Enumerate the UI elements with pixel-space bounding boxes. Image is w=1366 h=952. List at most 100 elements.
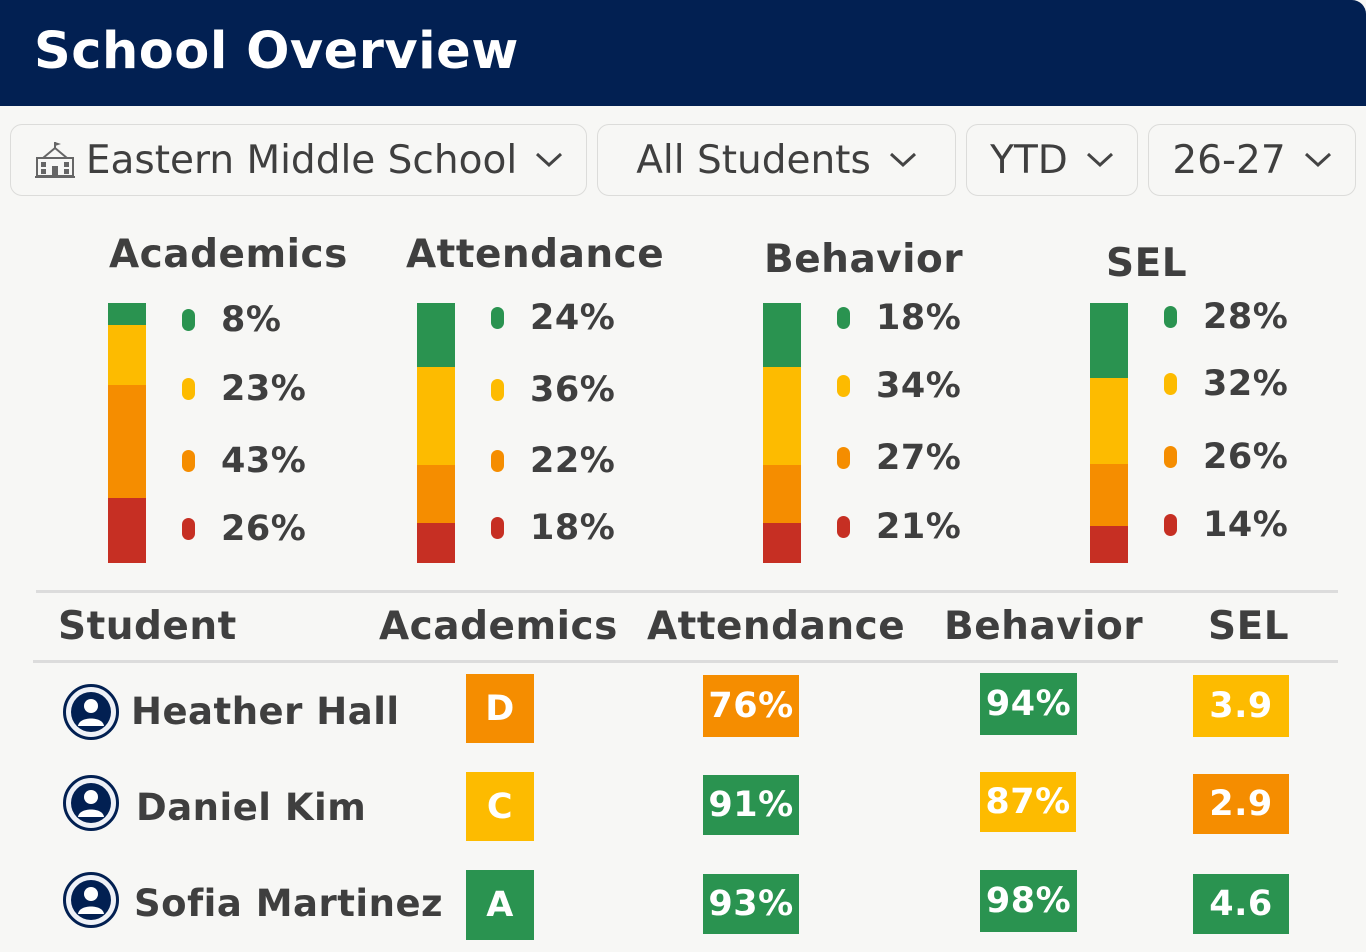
- legend-value: 43%: [221, 441, 307, 481]
- legend-item: 21%: [837, 507, 961, 547]
- avatar-icon: [63, 775, 119, 831]
- column-header-attendance[interactable]: Attendance: [647, 604, 906, 649]
- bar-segment-yellow: [1090, 378, 1128, 464]
- red-dot-icon: [182, 518, 195, 540]
- red-dot-icon: [491, 517, 504, 539]
- legend-item: 24%: [491, 298, 615, 338]
- legend-value: 18%: [876, 298, 962, 338]
- legend-value: 32%: [1203, 364, 1289, 404]
- bar-segment-orange: [417, 465, 455, 523]
- bar-segment-orange: [763, 465, 801, 523]
- legend-item: 14%: [1164, 505, 1288, 545]
- yellow-dot-icon: [182, 378, 195, 400]
- legend-item: 28%: [1164, 297, 1288, 337]
- academics-grade-badge: D: [466, 674, 534, 743]
- chevron-down-icon: [535, 152, 563, 168]
- legend-value: 27%: [876, 438, 962, 478]
- yellow-dot-icon: [1164, 373, 1177, 395]
- period-label: YTD: [990, 137, 1068, 183]
- bar-segment-green: [1090, 303, 1128, 378]
- yellow-dot-icon: [837, 375, 850, 397]
- chevron-down-icon: [1086, 152, 1114, 168]
- metric-title-sel: SEL: [1106, 241, 1188, 286]
- metric-title-academics: Academics: [109, 232, 348, 277]
- legend-value: 14%: [1203, 505, 1289, 545]
- attendance-distribution-bar: [417, 303, 455, 563]
- green-dot-icon: [182, 309, 195, 331]
- legend-value: 8%: [221, 300, 282, 340]
- legend-value: 34%: [876, 366, 962, 406]
- red-dot-icon: [1164, 514, 1177, 536]
- student-group-label: All Students: [636, 137, 871, 183]
- school-select[interactable]: Eastern Middle School: [10, 124, 587, 196]
- sel-distribution-bar: [1090, 303, 1128, 563]
- column-header-student[interactable]: Student: [58, 604, 237, 649]
- student-group-select[interactable]: All Students: [597, 124, 956, 196]
- bar-segment-orange: [1090, 464, 1128, 526]
- attendance-rate-badge: 91%: [703, 775, 799, 835]
- school-year-select[interactable]: 26-27: [1148, 124, 1356, 196]
- green-dot-icon: [1164, 306, 1177, 328]
- orange-dot-icon: [182, 450, 195, 472]
- legend-value: 18%: [530, 508, 616, 548]
- legend-item: 32%: [1164, 364, 1288, 404]
- period-select[interactable]: YTD: [966, 124, 1138, 196]
- column-header-academics[interactable]: Academics: [379, 604, 618, 649]
- bar-segment-green: [763, 303, 801, 367]
- section-divider: [36, 590, 1338, 593]
- sel-score-badge: 4.6: [1193, 874, 1289, 934]
- orange-dot-icon: [1164, 446, 1177, 468]
- chevron-down-icon: [1304, 152, 1332, 168]
- metric-title-behavior: Behavior: [764, 237, 964, 282]
- metric-title-attendance: Attendance: [406, 232, 665, 277]
- avatar-icon: [63, 872, 119, 928]
- student-name-link[interactable]: Sofia Martinez: [134, 882, 444, 925]
- legend-item: 18%: [491, 508, 615, 548]
- legend-value: 23%: [221, 369, 307, 409]
- table-header-divider: [33, 660, 1338, 663]
- bar-segment-red: [763, 523, 801, 563]
- orange-dot-icon: [837, 447, 850, 469]
- legend-value: 28%: [1203, 297, 1289, 337]
- legend-value: 36%: [530, 370, 616, 410]
- bar-segment-green: [108, 303, 146, 325]
- bar-segment-yellow: [763, 367, 801, 465]
- behavior-score-badge: 94%: [980, 673, 1077, 735]
- yellow-dot-icon: [491, 379, 504, 401]
- legend-item: 18%: [837, 298, 961, 338]
- column-header-sel[interactable]: SEL: [1208, 604, 1290, 649]
- page-title: School Overview: [34, 22, 519, 81]
- chevron-down-icon: [889, 152, 917, 168]
- red-dot-icon: [837, 516, 850, 538]
- bar-segment-red: [417, 523, 455, 563]
- attendance-rate-badge: 93%: [703, 874, 799, 934]
- legend-item: 27%: [837, 438, 961, 478]
- student-name-link[interactable]: Daniel Kim: [136, 786, 367, 829]
- academics-distribution-bar: [108, 303, 146, 563]
- bar-segment-yellow: [108, 325, 146, 385]
- legend-value: 24%: [530, 298, 616, 338]
- legend-item: 26%: [1164, 437, 1288, 477]
- legend-value: 22%: [530, 441, 616, 481]
- bar-segment-yellow: [417, 367, 455, 465]
- behavior-distribution-bar: [763, 303, 801, 563]
- column-header-behavior[interactable]: Behavior: [944, 604, 1144, 649]
- attendance-rate-badge: 76%: [703, 675, 799, 737]
- legend-item: 26%: [182, 509, 306, 549]
- legend-item: 8%: [182, 300, 281, 340]
- student-name-link[interactable]: Heather Hall: [131, 690, 400, 733]
- app-header: School Overview: [0, 0, 1366, 106]
- avatar-icon: [63, 684, 119, 740]
- green-dot-icon: [837, 307, 850, 329]
- bar-segment-orange: [108, 385, 146, 498]
- green-dot-icon: [491, 307, 504, 329]
- legend-item: 36%: [491, 370, 615, 410]
- academics-grade-badge: A: [466, 870, 534, 940]
- school-year-label: 26-27: [1172, 137, 1286, 183]
- school-select-label: Eastern Middle School: [85, 137, 518, 183]
- orange-dot-icon: [491, 450, 504, 472]
- bar-segment-green: [417, 303, 455, 367]
- legend-item: 23%: [182, 369, 306, 409]
- academics-grade-badge: C: [466, 772, 534, 841]
- bar-segment-red: [1090, 526, 1128, 563]
